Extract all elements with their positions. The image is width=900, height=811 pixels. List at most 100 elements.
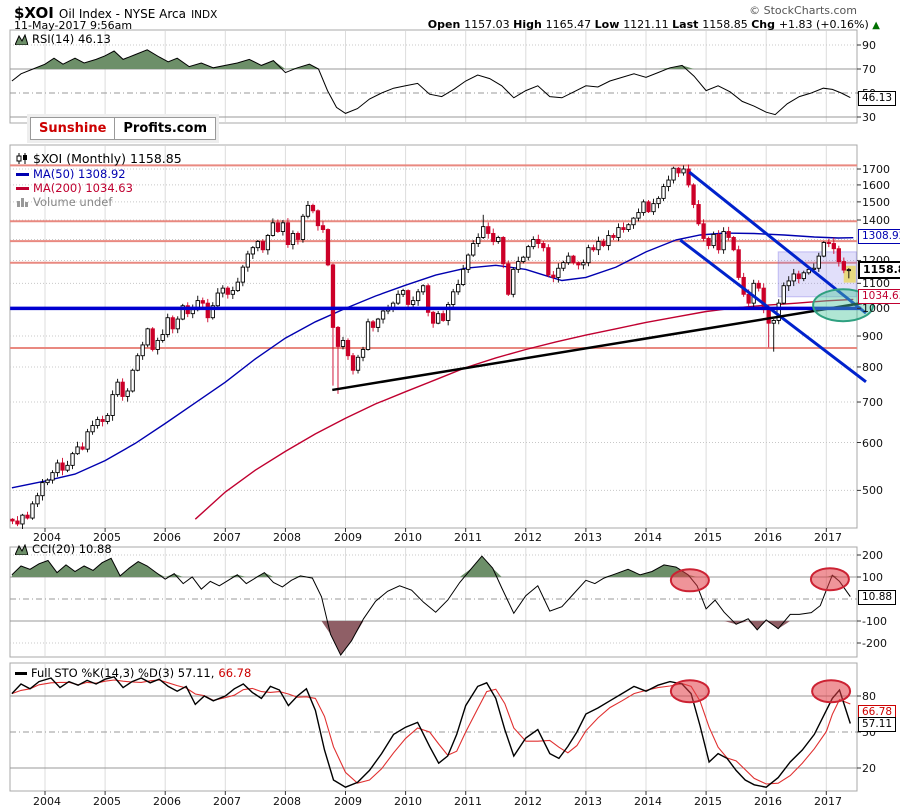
sto-d-value-tag: 66.78 (858, 705, 897, 720)
axis-tick-label: 80 (862, 690, 876, 703)
candle-body (791, 273, 796, 282)
candle-body (375, 318, 381, 328)
candle-body (496, 236, 501, 242)
candle-body (611, 234, 616, 238)
candle-body (365, 321, 371, 350)
year-label: 2015 (694, 795, 722, 808)
candle-body (50, 472, 55, 481)
candle-body (400, 290, 406, 295)
candle-body (170, 317, 175, 330)
candle-body (175, 318, 180, 330)
timestamp-label: 11-May-2017 9:56am (14, 19, 133, 32)
candle-body (491, 233, 496, 242)
year-label: 2012 (514, 795, 542, 808)
candle-body (566, 255, 571, 264)
symbol-legend-label: $XOI (Monthly) 1158.85 (33, 151, 182, 166)
candle-body (335, 326, 341, 347)
candle-body (295, 233, 301, 240)
candle-body (486, 226, 491, 234)
candle-body (290, 233, 296, 246)
year-label: 2008 (273, 795, 301, 808)
axis-tick-label: 20 (862, 762, 876, 775)
sto-alert-ellipse-0 (669, 679, 710, 704)
candle-body (105, 415, 110, 422)
candle-body (140, 344, 145, 357)
year-label: 2005 (93, 795, 121, 808)
candle-body (576, 262, 581, 266)
year-label: 2013 (574, 531, 602, 544)
candle-body (466, 254, 471, 270)
candle-body (461, 268, 466, 285)
candle-body (766, 309, 771, 324)
candle-body (646, 201, 651, 213)
last-price-tag: 1158.85 (858, 261, 900, 279)
axis-tick-label: 1500 (862, 196, 890, 209)
year-label: 2010 (394, 531, 422, 544)
quote-label: Last (672, 18, 703, 31)
rsi-line (11, 49, 851, 116)
candle-body (110, 394, 115, 416)
candle-body (436, 313, 441, 324)
sunshine-profits-logo: Sunshine Profits.com (27, 114, 219, 143)
ma50-value-tag: 1308.92 (858, 229, 900, 244)
volume-legend-label: Volume undef (33, 195, 113, 209)
candle-body (726, 231, 731, 238)
exchange-label: INDX (191, 9, 218, 21)
candle-body (150, 328, 155, 350)
candle-body (616, 227, 621, 238)
candle-body (355, 356, 361, 371)
logo-part-profits: Profits.com (123, 121, 207, 136)
volume-legend: Volume undef (16, 195, 112, 209)
candle-body (506, 263, 511, 295)
axis-tick-label: 30 (862, 111, 876, 124)
year-label: 2008 (273, 531, 301, 544)
sto-d-line (11, 679, 851, 785)
candle-body (165, 317, 170, 336)
candle-body (65, 464, 70, 471)
axis-tick-label: 700 (862, 396, 883, 409)
candle-body (736, 249, 741, 278)
year-label: 2017 (814, 795, 842, 808)
year-label: 2012 (514, 531, 542, 544)
candle-body (666, 179, 671, 188)
ma200-swatch (16, 186, 29, 190)
axis-tick-label: 1100 (862, 277, 890, 290)
candle-body (300, 215, 306, 240)
axis-tick-label: 100 (862, 571, 883, 584)
candle-body (120, 381, 125, 397)
ma50-legend: MA(50) 1308.92 (16, 167, 126, 181)
year-label: 2015 (694, 531, 722, 544)
candle-body (456, 284, 461, 293)
candle-body (190, 309, 195, 315)
axis-tick-label: 600 (862, 437, 883, 450)
quote-value: 1157.03 (464, 18, 514, 31)
mountain-icon (15, 543, 28, 555)
rising-trendline (332, 301, 862, 392)
candle-body (90, 425, 95, 433)
candle-body (350, 355, 356, 371)
ma200-legend: MA(200) 1034.63 (16, 181, 133, 195)
candle-body (285, 222, 291, 246)
rsi-label: RSI(14) 46.13 (32, 32, 111, 46)
quote-value: 1158.85 (702, 18, 752, 31)
candle-body (771, 319, 776, 324)
candle-body (210, 305, 215, 319)
candle-body (200, 300, 205, 304)
candle-body (626, 224, 631, 230)
rsi-label-row: RSI(14) 46.13 (15, 32, 111, 46)
candles (10, 164, 851, 529)
candle-body (395, 293, 401, 304)
cci-line (11, 555, 851, 657)
candle-body (631, 217, 636, 226)
quote-value: 1165.47 (545, 18, 595, 31)
candle-body (751, 282, 756, 304)
cci-label: CCI(20) 10.88 (32, 542, 112, 556)
candle-body (125, 390, 130, 397)
candle-body (260, 241, 266, 251)
candle-body (526, 246, 531, 258)
candle-body (541, 243, 546, 249)
candle-body (235, 281, 240, 292)
candle-body (80, 446, 85, 450)
candle-body (115, 381, 120, 396)
